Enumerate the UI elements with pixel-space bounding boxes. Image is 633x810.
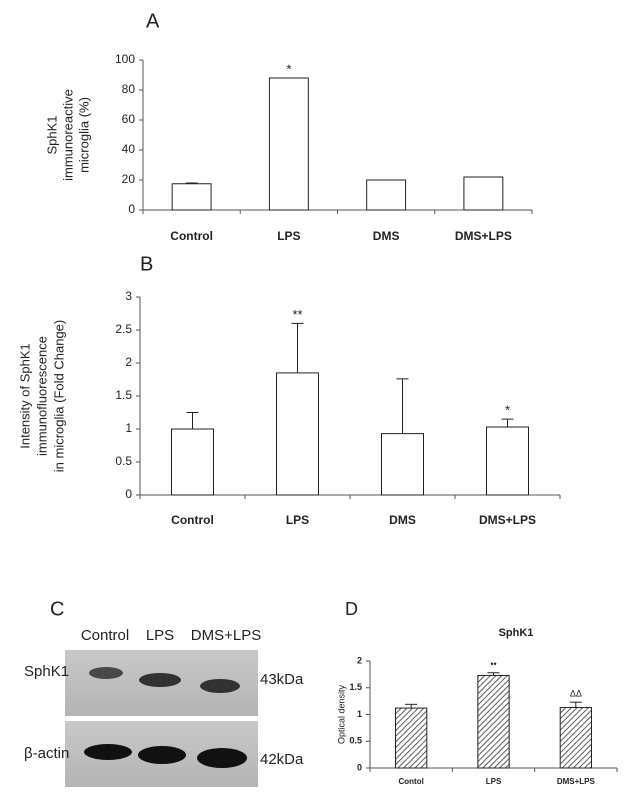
error-bar — [487, 672, 500, 676]
size-label: 42kDa — [260, 751, 304, 768]
lane-label: DMS+LPS — [191, 627, 261, 644]
error-bar — [501, 418, 514, 428]
lane-label: Control — [81, 627, 129, 644]
bar — [381, 433, 424, 496]
y-tick-label: 1 — [125, 421, 132, 435]
bar — [171, 428, 214, 496]
y-tick-label: 0.5 — [349, 736, 362, 746]
y-tick-label: 2 — [357, 655, 362, 665]
annotation: •• — [490, 659, 496, 669]
x-tick-label: Control — [170, 229, 213, 243]
y-axis-label: SphK1 — [44, 115, 59, 154]
y-tick-label: 1 — [357, 709, 362, 719]
x-tick-label: LPS — [277, 229, 300, 243]
chart: D SphK1 Optical density 0 0.5 1 1.5 2 Contol LPS •… — [336, 599, 618, 786]
panel-letter: B — [140, 253, 153, 275]
size-label: 43kDa — [260, 671, 304, 688]
error-bar — [569, 701, 582, 708]
y-tick-label: 80 — [122, 82, 136, 96]
chart-title: SphK1 — [499, 627, 534, 639]
y-axis-label: Optical density — [336, 684, 346, 744]
band — [138, 746, 186, 764]
band — [200, 679, 240, 693]
annotation: ΔΔ — [570, 689, 582, 699]
x-tick-label: DMS+LPS — [479, 513, 536, 527]
panel-letter: A — [146, 10, 160, 32]
blot-panel: C Control LPS DMS+LPS SphK1 β-actin 43kD… — [24, 598, 304, 787]
band — [89, 667, 123, 679]
y-tick-label: 2 — [125, 355, 132, 369]
y-axis-label: Intensity of SphK1 — [17, 343, 32, 449]
panel-letter: C — [50, 598, 64, 620]
y-axis-label: microglia (%) — [76, 97, 91, 173]
annotation: ** — [292, 307, 302, 322]
x-tick-label: LPS — [286, 513, 309, 527]
x-tick-label: DMS+LPS — [557, 777, 596, 786]
x-tick-label: Control — [171, 513, 214, 527]
y-axis-label: immunoreactive — [60, 89, 75, 181]
bar — [366, 179, 407, 211]
bar — [276, 372, 319, 496]
x-tick-label: Contol — [399, 777, 424, 786]
band — [84, 744, 132, 760]
y-tick-label: 0 — [128, 202, 135, 216]
band — [139, 673, 181, 687]
bar — [486, 426, 529, 496]
x-tick-label: DMS+LPS — [455, 229, 512, 243]
error-bar — [405, 703, 418, 709]
error-bar — [396, 378, 409, 434]
chart: A SphK1 immunoreactive microglia (%) 0 20 40 60… — [44, 10, 533, 243]
error-bar — [291, 322, 304, 373]
chart: B Intensity of SphK1 immunofluorescence in … — [17, 253, 561, 527]
y-axis-label: immunofluorescence — [34, 336, 49, 456]
x-tick-label: DMS — [373, 229, 400, 243]
y-tick-label: 3 — [125, 289, 132, 303]
annotation: * — [286, 61, 291, 76]
y-tick-label: 40 — [122, 142, 136, 156]
bar — [395, 707, 428, 769]
error-bar — [185, 182, 198, 184]
bar — [477, 674, 510, 769]
y-tick-label: 2.5 — [115, 322, 132, 336]
y-tick-label: 0.5 — [115, 454, 132, 468]
bar — [559, 707, 592, 769]
bar — [268, 77, 309, 211]
x-tick-label: LPS — [486, 777, 502, 786]
y-tick-label: 0 — [125, 487, 132, 501]
band — [197, 748, 247, 768]
x-tick-label: DMS — [389, 513, 416, 527]
y-tick-label: 1.5 — [115, 388, 132, 402]
y-tick-label: 100 — [115, 52, 135, 66]
row-label: SphK1 — [24, 663, 69, 680]
y-tick-label: 1.5 — [349, 682, 362, 692]
lane-label: LPS — [146, 627, 174, 644]
y-tick-label: 60 — [122, 112, 136, 126]
bar — [463, 176, 504, 211]
annotation: * — [505, 403, 510, 418]
y-tick-label: 20 — [122, 172, 136, 186]
error-bar — [186, 412, 199, 429]
row-label: β-actin — [24, 745, 69, 762]
panel-letter: D — [345, 599, 358, 619]
bar — [171, 183, 212, 211]
y-axis-label: in microglia (Fold Change) — [51, 320, 66, 472]
y-tick-label: 0 — [357, 762, 362, 772]
